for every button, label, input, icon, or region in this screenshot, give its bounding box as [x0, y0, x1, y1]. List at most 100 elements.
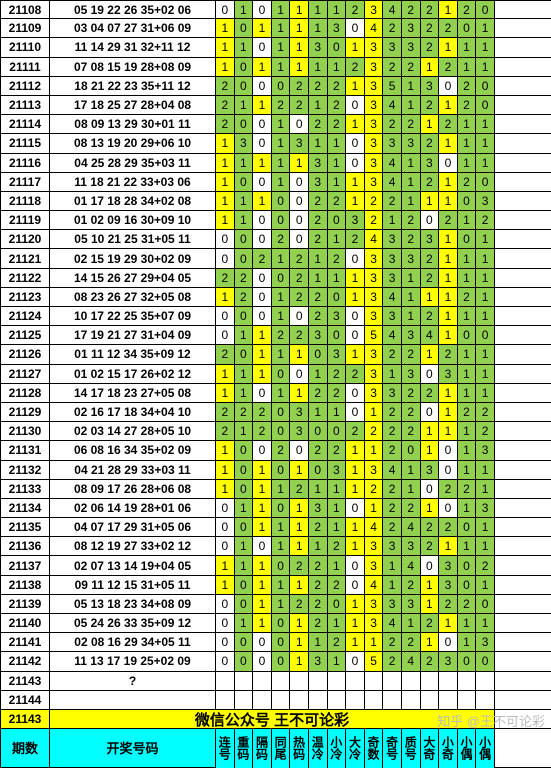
stat-cell: 0: [216, 499, 235, 517]
stat-cell: 1: [458, 345, 477, 363]
stat-cell: 1: [439, 326, 458, 344]
stat-cell: 0: [272, 192, 291, 210]
stat-cell: 3: [290, 422, 309, 440]
stat-cell: 2: [421, 19, 440, 37]
stat-cell: 2: [439, 115, 458, 133]
stat-cell: 1: [216, 480, 235, 498]
stat-cell: 0: [421, 403, 440, 421]
stat-cell: 1: [235, 614, 254, 632]
stat-cell: [309, 672, 328, 690]
stat-cell: 3: [383, 537, 402, 555]
stat-cell: 2: [328, 249, 347, 267]
stat-cell: 0: [309, 345, 328, 363]
stat-cell: 3: [328, 307, 347, 325]
stat-cell: 2: [253, 249, 272, 267]
data-row: 2111711 18 21 22 33+03 06100103113412120: [0, 173, 551, 192]
stat-cell: 0: [458, 230, 477, 248]
stat-cell: 0: [216, 326, 235, 344]
stat-cell: 2: [309, 614, 328, 632]
stat-cell: 2: [402, 58, 421, 76]
numbers-cell: 08 09 13 29 30+01 11: [50, 115, 216, 133]
header-col: 小偶: [476, 729, 495, 767]
stat-cell: 3: [421, 230, 440, 248]
stat-cell: 1: [272, 154, 291, 172]
stat-cell: 1: [476, 537, 495, 555]
stat-cell: 0: [253, 441, 272, 459]
stat-cell: 2: [383, 633, 402, 651]
stat-cell: 0: [235, 518, 254, 536]
data-row: 2114102 08 16 29 34+05 11000011211221013: [0, 633, 551, 652]
stat-cell: 2: [309, 230, 328, 248]
stat-cell: 0: [272, 652, 291, 670]
stat-cell: 1: [216, 192, 235, 210]
stat-cell: 3: [365, 288, 384, 306]
numbers-cell: 11 13 17 19 25+02 09: [50, 652, 216, 670]
stat-cell: 1: [290, 614, 309, 632]
stat-cell: 1: [346, 77, 365, 95]
stat-cell: 2: [253, 422, 272, 440]
stat-cell: 3: [309, 38, 328, 56]
period-cell: 21125: [0, 326, 50, 344]
stat-cell: 0: [216, 652, 235, 670]
stat-cell: 2: [458, 403, 477, 421]
stat-cell: 1: [346, 115, 365, 133]
stat-cell: 1: [290, 38, 309, 56]
data-row: 2112701 02 15 17 26+02 12111001223130311: [0, 365, 551, 384]
stat-cell: 3: [402, 595, 421, 613]
period-cell: 21124: [0, 307, 50, 325]
stat-cell: 0: [476, 652, 495, 670]
stat-cell: 1: [216, 154, 235, 172]
stat-cell: 1: [272, 518, 291, 536]
numbers-cell: 02 03 14 27 28+05 10: [50, 422, 216, 440]
period-cell: 21143: [0, 672, 50, 690]
stat-cell: 1: [253, 96, 272, 114]
stat-cell: 1: [421, 58, 440, 76]
data-row: 2113308 09 17 26 28+06 08101121112210221: [0, 480, 551, 499]
stat-cell: 1: [458, 422, 477, 440]
stat-cell: 0: [272, 499, 291, 517]
period-cell: 21137: [0, 556, 50, 574]
stat-cell: 1: [235, 211, 254, 229]
stat-cell: 1: [458, 384, 477, 402]
period-cell: 21133: [0, 480, 50, 498]
stat-cell: 1: [253, 614, 272, 632]
stat-cell: 0: [346, 403, 365, 421]
stat-cell: 1: [272, 576, 291, 594]
stat-cell: 0: [272, 211, 291, 229]
stat-cell: 2: [253, 403, 272, 421]
stat-cell: 1: [458, 134, 477, 152]
numbers-cell: 11 18 21 22 33+03 06: [50, 173, 216, 191]
stat-cell: 2: [290, 269, 309, 287]
stat-cell: 1: [272, 595, 291, 613]
stat-cell: 1: [253, 154, 272, 172]
stat-cell: 1: [476, 58, 495, 76]
stat-cell: 1: [328, 1, 347, 18]
numbers-cell: 08 13 19 20 29+06 10: [50, 134, 216, 152]
stat-cell: [346, 691, 365, 709]
data-row: 2111107 08 15 19 28+08 09101111123221211: [0, 58, 551, 77]
stat-cell: 1: [290, 652, 309, 670]
stat-cell: 1: [402, 192, 421, 210]
numbers-cell: 17 18 25 27 28+04 08: [50, 96, 216, 114]
stat-cell: 2: [402, 633, 421, 651]
stat-cell: 2: [421, 614, 440, 632]
stat-cell: 2: [439, 345, 458, 363]
period-cell: 21135: [0, 518, 50, 536]
stat-cell: 2: [309, 384, 328, 402]
stat-cell: 1: [383, 576, 402, 594]
stat-cell: 3: [476, 192, 495, 210]
period-cell: 21140: [0, 614, 50, 632]
header-col: 热码: [290, 729, 309, 767]
stat-cell: 3: [365, 595, 384, 613]
stat-cell: 1: [402, 96, 421, 114]
stat-cell: [235, 672, 254, 690]
stat-cell: 1: [272, 288, 291, 306]
stat-cell: 0: [253, 38, 272, 56]
stat-cell: 3: [365, 77, 384, 95]
data-row: 2113402 06 14 19 28+01 06011013101221013: [0, 499, 551, 518]
stat-cell: 1: [309, 365, 328, 383]
stat-cell: 0: [290, 115, 309, 133]
data-row: 2111604 25 28 29 35+03 11111113103413011: [0, 154, 551, 173]
stat-cell: 0: [216, 307, 235, 325]
stat-cell: 1: [421, 499, 440, 517]
